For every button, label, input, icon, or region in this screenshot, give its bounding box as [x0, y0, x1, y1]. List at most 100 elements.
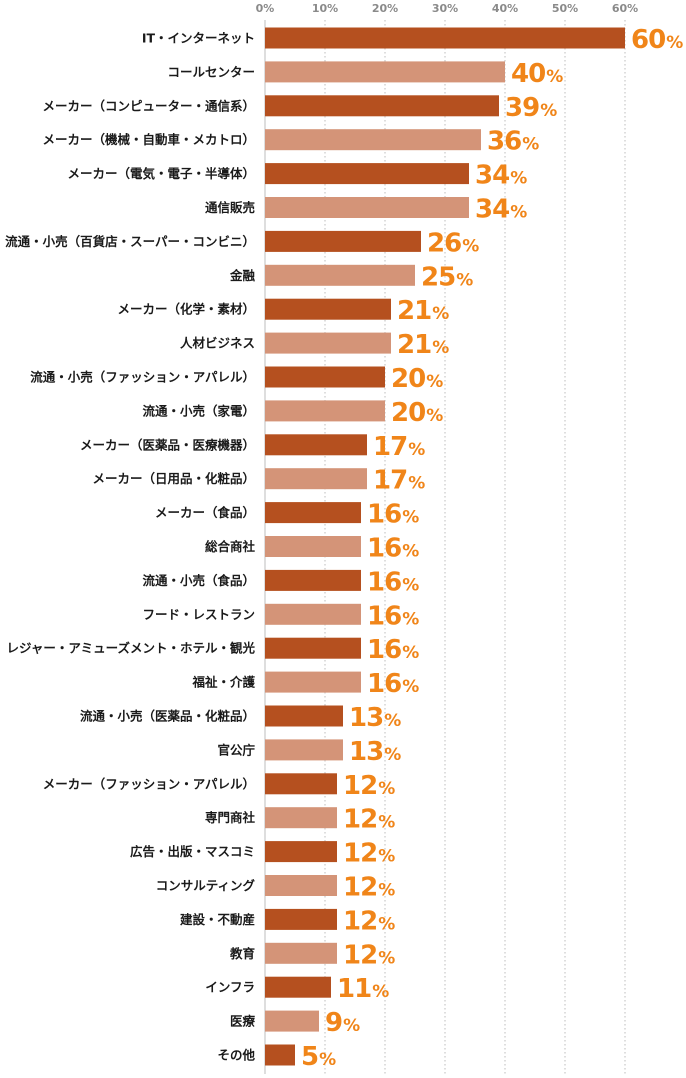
- category-label: メーカー（化学・素材）: [117, 302, 255, 317]
- x-tick-label: 30%: [432, 2, 458, 15]
- bar: [265, 332, 391, 354]
- value-label: 12%: [343, 906, 395, 936]
- value-number: 20: [391, 364, 425, 394]
- bar: [265, 400, 385, 422]
- value-percent-sign: %: [402, 643, 419, 663]
- value-number: 12: [343, 839, 377, 869]
- category-label: メーカー（コンピューター・通信系）: [42, 98, 255, 113]
- value-labels: 60%40%39%36%34%34%26%25%21%21%20%20%17%1…: [301, 25, 683, 1072]
- value-percent-sign: %: [372, 982, 389, 1002]
- bar: [265, 875, 337, 896]
- bar: [265, 671, 361, 693]
- value-number: 16: [367, 567, 401, 597]
- value-number: 16: [367, 669, 401, 699]
- value-percent-sign: %: [378, 813, 395, 833]
- category-label: 官公庁: [217, 742, 255, 757]
- value-label: 16%: [367, 635, 419, 665]
- value-percent-sign: %: [540, 101, 557, 121]
- value-percent-sign: %: [546, 67, 563, 87]
- bar: [265, 129, 481, 151]
- category-label: レジャー・アミューズメント・ホテル・観光: [6, 641, 255, 656]
- value-label: 12%: [343, 771, 395, 801]
- category-label: 人材ビジネス: [180, 336, 255, 351]
- value-percent-sign: %: [319, 1050, 336, 1070]
- value-label: 20%: [391, 398, 443, 428]
- value-label: 21%: [397, 330, 449, 360]
- category-label: コールセンター: [167, 64, 255, 79]
- bar: [265, 61, 505, 83]
- value-percent-sign: %: [343, 1016, 360, 1036]
- category-label: IT・インターネット: [142, 31, 255, 46]
- value-label: 12%: [343, 805, 395, 835]
- value-percent-sign: %: [522, 135, 539, 155]
- value-percent-sign: %: [426, 372, 443, 392]
- category-label: 流通・小売（医薬品・化粧品）: [80, 709, 255, 724]
- bar: [265, 197, 469, 218]
- value-number: 16: [367, 534, 401, 564]
- value-number: 21: [397, 330, 431, 360]
- value-number: 36: [487, 127, 521, 157]
- category-label: 金融: [229, 268, 256, 283]
- bar: [265, 502, 361, 524]
- value-number: 12: [343, 805, 377, 835]
- category-label: メーカー（日用品・化粧品）: [92, 471, 255, 486]
- value-percent-sign: %: [384, 745, 401, 765]
- category-label: 福祉・介護: [191, 675, 255, 690]
- value-percent-sign: %: [456, 270, 473, 290]
- value-label: 34%: [475, 195, 527, 225]
- bar: [265, 705, 343, 727]
- category-label: メーカー（食品）: [155, 505, 255, 520]
- value-label: 13%: [349, 737, 401, 767]
- bar: [265, 366, 385, 388]
- value-number: 17: [373, 432, 407, 462]
- bar: [265, 468, 367, 490]
- category-label: 流通・小売（百貨店・スーパー・コンビニ）: [5, 234, 255, 249]
- category-label: 広告・出版・マスコミ: [130, 844, 255, 859]
- value-percent-sign: %: [402, 677, 419, 697]
- bar: [265, 807, 337, 829]
- value-label: 13%: [349, 703, 401, 733]
- category-label: 流通・小売（ファッション・アパレル）: [30, 370, 255, 385]
- value-label: 12%: [343, 873, 395, 903]
- category-label: メーカー（医薬品・医療機器）: [80, 437, 255, 452]
- value-percent-sign: %: [432, 338, 449, 358]
- bar: [265, 739, 343, 761]
- value-percent-sign: %: [402, 542, 419, 562]
- value-label: 11%: [337, 974, 389, 1004]
- bar: [265, 908, 337, 930]
- value-label: 17%: [373, 466, 425, 496]
- bar: [265, 569, 361, 591]
- value-label: 16%: [367, 567, 419, 597]
- value-percent-sign: %: [510, 203, 527, 223]
- bar: [265, 1044, 295, 1066]
- value-number: 34: [475, 161, 509, 191]
- bar: [265, 976, 331, 998]
- bar: [265, 434, 367, 456]
- value-label: 9%: [325, 1008, 360, 1038]
- value-percent-sign: %: [402, 575, 419, 595]
- bar: [265, 942, 337, 964]
- category-label: メーカー（機械・自動車・メカトロ）: [42, 132, 255, 147]
- category-label: 総合商社: [205, 539, 256, 554]
- category-label: 通信販売: [205, 200, 256, 215]
- value-number: 16: [367, 601, 401, 631]
- value-number: 12: [343, 940, 377, 970]
- value-percent-sign: %: [432, 304, 449, 324]
- value-number: 40: [511, 59, 545, 89]
- value-number: 13: [349, 703, 383, 733]
- value-label: 12%: [343, 940, 395, 970]
- value-number: 12: [343, 771, 377, 801]
- value-number: 12: [343, 906, 377, 936]
- value-number: 17: [373, 466, 407, 496]
- category-label: フード・レストラン: [142, 607, 255, 622]
- value-number: 21: [397, 296, 431, 326]
- value-number: 34: [475, 195, 509, 225]
- value-label: 26%: [427, 228, 479, 258]
- bar: [265, 1010, 319, 1032]
- value-percent-sign: %: [378, 881, 395, 901]
- value-number: 39: [505, 93, 539, 123]
- category-label: その他: [217, 1048, 255, 1063]
- category-label: 医療: [230, 1014, 256, 1029]
- x-tick-label: 40%: [492, 2, 518, 15]
